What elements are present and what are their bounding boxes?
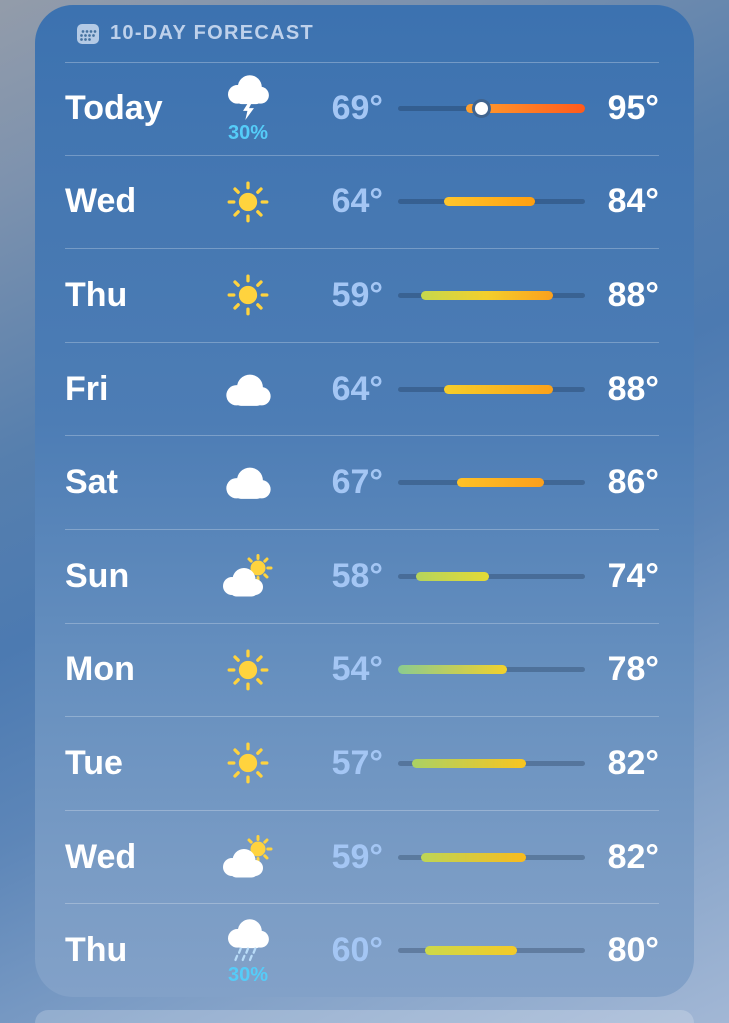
forecast-row[interactable]: Wed 64° [65, 156, 659, 250]
condition-icon-cell: 30% [205, 917, 291, 985]
temp-range-bar [398, 98, 585, 118]
day-label: Fri [65, 369, 109, 408]
high-temp-label: 86° [607, 463, 659, 502]
temp-range-bar [398, 847, 585, 867]
temp-bar-fill [398, 665, 508, 675]
ten-day-forecast-card: 10-DAY FORECAST Today [35, 5, 694, 997]
condition-icon-cell [205, 835, 291, 879]
drizzle-icon [228, 947, 268, 962]
temp-range-bar [398, 473, 585, 493]
temp-bar-fill [411, 758, 526, 768]
temp-bar-fill [457, 478, 544, 488]
temp-range-bar [398, 566, 585, 586]
temp-range-bar [398, 753, 585, 773]
high-temp-label: 80° [607, 931, 659, 970]
current-temp-dot [475, 101, 489, 115]
high-temp-label: 82° [607, 837, 659, 876]
sun-icon [226, 648, 270, 692]
forecast-rows: Today 30% 69° [65, 62, 659, 997]
low-temp-label: 54° [331, 650, 383, 689]
sun-icon [226, 273, 270, 317]
next-card-top-edge [35, 1010, 694, 1023]
forecast-row[interactable]: Today 30% 69° [65, 62, 659, 156]
low-temp-label: 60° [331, 931, 383, 970]
condition-icon-cell [205, 372, 291, 407]
precip-chance-label: 30% [227, 122, 269, 145]
day-label: Wed [65, 182, 137, 221]
high-temp-label: 95° [607, 88, 659, 127]
cloud-sun-icon [220, 835, 276, 879]
cloud-icon [222, 372, 274, 407]
forecast-row[interactable]: Thu 59° [65, 249, 659, 343]
day-label: Today [65, 88, 163, 127]
day-label: Sun [65, 556, 130, 595]
sun-icon [226, 180, 270, 224]
forecast-row[interactable]: Sun [65, 530, 659, 624]
temp-range-bar [398, 285, 585, 305]
high-temp-label: 84° [607, 182, 659, 221]
forecast-row[interactable]: Sat 67° 86° [65, 436, 659, 530]
cloud-sun-icon [220, 554, 276, 598]
forecast-row[interactable]: Mon 54° [65, 624, 659, 718]
low-temp-label: 59° [331, 275, 383, 314]
day-label: Tue [65, 743, 123, 782]
temp-range-bar [398, 941, 585, 961]
forecast-row[interactable]: Thu [65, 904, 659, 997]
temp-bar-fill [416, 571, 490, 581]
temp-bar-fill [420, 290, 554, 300]
day-label: Sat [65, 463, 118, 502]
temp-bar-fill [443, 384, 554, 394]
forecast-title: 10-DAY FORECAST [110, 22, 314, 44]
condition-icon-cell [205, 465, 291, 500]
storm-cloud-icon [224, 73, 272, 105]
low-temp-label: 58° [331, 556, 383, 595]
day-label: Mon [65, 650, 135, 689]
forecast-header: 10-DAY FORECAST [65, 5, 659, 63]
forecast-row[interactable]: Fri 64° 88° [65, 343, 659, 437]
low-temp-label: 59° [331, 837, 383, 876]
lightning-bolt-icon [241, 100, 256, 121]
temp-range-bar [398, 192, 585, 212]
condition-icon-cell [205, 180, 291, 224]
forecast-row[interactable]: Tue 57° [65, 717, 659, 811]
temp-bar-fill [443, 197, 535, 207]
cloud-icon [222, 465, 274, 500]
sun-icon [226, 741, 270, 785]
high-temp-label: 78° [607, 650, 659, 689]
high-temp-label: 74° [607, 556, 659, 595]
rain-cloud-icon [224, 917, 272, 949]
temp-range-bar [398, 660, 585, 680]
temp-range-bar [398, 379, 585, 399]
condition-icon-cell [205, 741, 291, 785]
day-label: Wed [65, 837, 137, 876]
temp-bar-fill [425, 946, 517, 956]
condition-icon-cell [205, 273, 291, 317]
low-temp-label: 57° [331, 743, 383, 782]
high-temp-label: 88° [607, 369, 659, 408]
low-temp-label: 69° [331, 88, 383, 127]
day-label: Thu [65, 931, 128, 970]
high-temp-label: 88° [607, 275, 659, 314]
condition-icon-cell [205, 554, 291, 598]
temp-bar-fill [420, 852, 526, 862]
day-label: Thu [65, 275, 128, 314]
high-temp-label: 82° [607, 743, 659, 782]
temp-bar-fill [466, 103, 585, 113]
condition-icon-cell: 30% [205, 73, 291, 143]
low-temp-label: 64° [331, 182, 383, 221]
forecast-row[interactable]: Wed [65, 811, 659, 905]
calendar-icon [75, 21, 101, 47]
precip-chance-label: 30% [227, 963, 269, 986]
low-temp-label: 67° [331, 463, 383, 502]
temp-bar-track [398, 573, 585, 579]
low-temp-label: 64° [331, 369, 383, 408]
condition-icon-cell [205, 648, 291, 692]
